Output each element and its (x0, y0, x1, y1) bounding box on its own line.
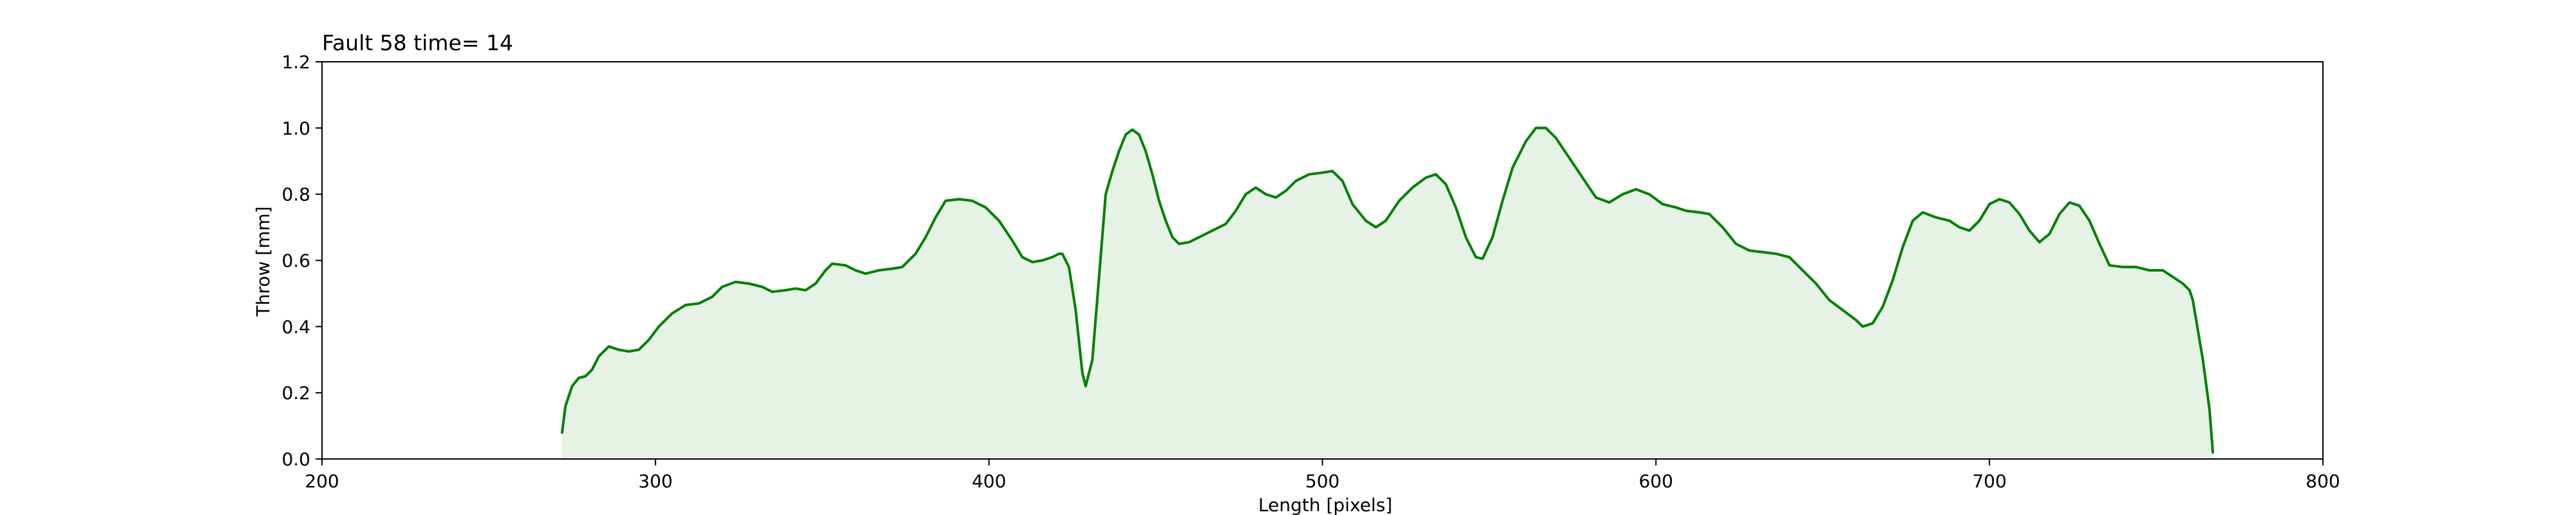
y-tick-label-3: 0.6 (281, 250, 310, 272)
y-tick-label-0: 0.0 (281, 449, 310, 470)
x-tick-label-4: 600 (1639, 471, 1673, 492)
area-fill-0 (562, 127, 2213, 460)
y-tick-label-4: 0.8 (281, 184, 310, 205)
x-axis-label: Length [pixels] (1258, 494, 1392, 515)
y-tick-label-5: 1.0 (281, 118, 310, 139)
x-tick-label-3: 500 (1305, 471, 1340, 492)
y-tick-label-1: 0.2 (281, 382, 310, 404)
x-tick-label-0: 200 (305, 471, 339, 492)
x-tick-label-2: 400 (972, 471, 1006, 492)
x-tick-label-5: 700 (1972, 471, 2006, 492)
y-tick-label-2: 0.4 (281, 316, 310, 337)
y-axis-label: Throw [mm] (252, 206, 274, 317)
x-tick-label-6: 800 (2306, 471, 2340, 492)
series-line-0 (560, 126, 2215, 454)
plot-area: 200 300 400 500 600 700 800 0.0 0.2 0.4 0.6 0.8 1.0 1… (281, 52, 2340, 492)
x-tick-label-1: 300 (638, 471, 672, 492)
y-tick-label-6: 1.2 (281, 52, 310, 73)
chart-title: Fault 58 time= 14 (322, 30, 513, 55)
